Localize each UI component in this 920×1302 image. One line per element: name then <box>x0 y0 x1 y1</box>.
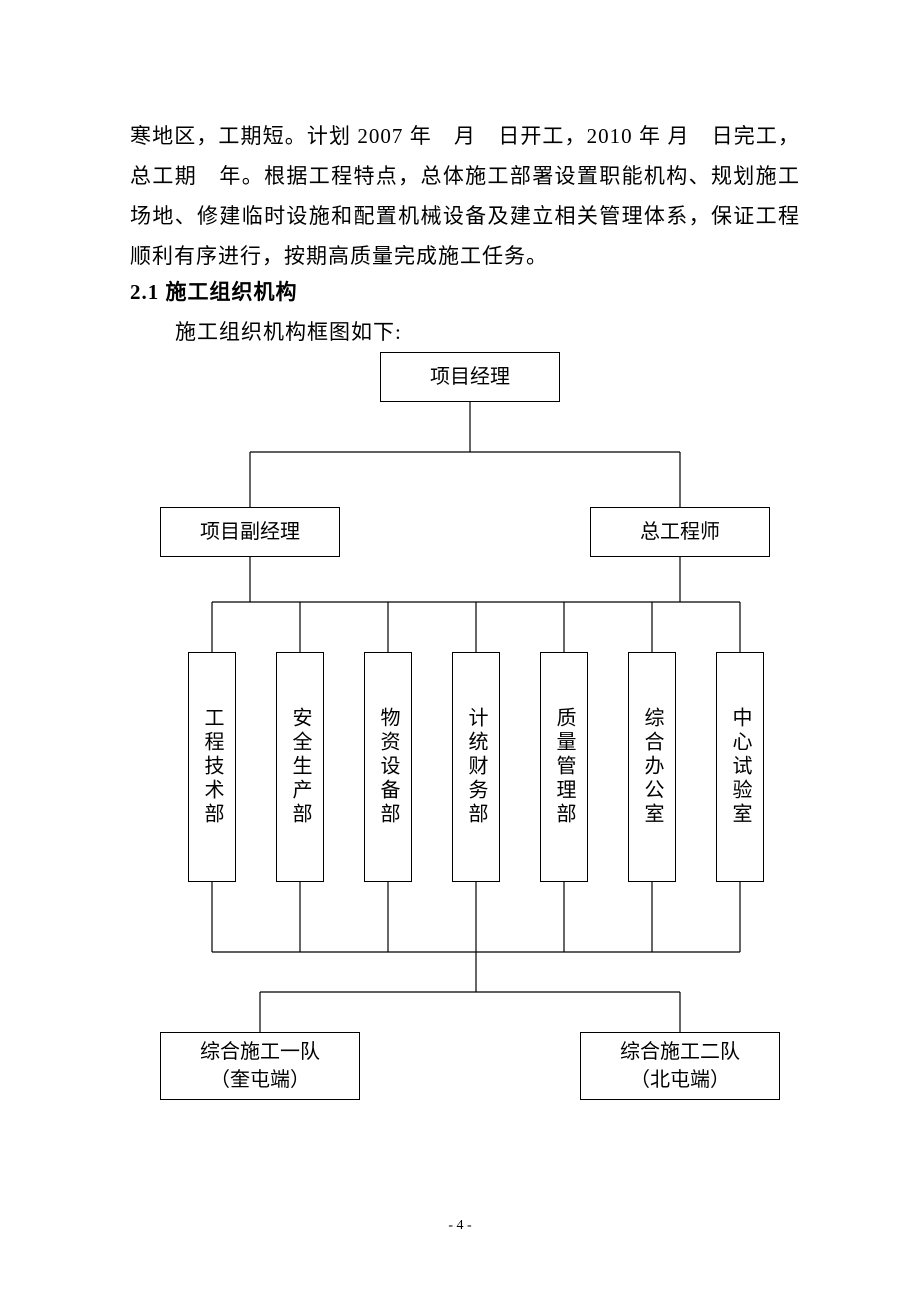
section-heading: 2.1 施工组织机构 <box>130 276 298 306</box>
org-node-label: 总工程师 <box>640 518 720 546</box>
org-node-label: 质量管理部 <box>550 707 578 827</box>
org-node-dept-engineering: 工程技术部 <box>188 652 236 882</box>
org-node-dept-admin: 综合办公室 <box>628 652 676 882</box>
org-node-root: 项目经理 <box>380 352 560 402</box>
org-chart: 项目经理 项目副经理 总工程师 工程技术部 安全生产部 物资设备部 计统财务部 … <box>130 352 800 1152</box>
org-node-label: 安全生产部 <box>286 707 314 827</box>
org-node-label: 项目副经理 <box>200 518 300 546</box>
org-node-label: 物资设备部 <box>374 707 402 827</box>
org-node-chief: 总工程师 <box>590 507 770 557</box>
page-number: - 4 - <box>0 1218 920 1234</box>
org-node-team2: 综合施工二队 （北屯端） <box>580 1032 780 1100</box>
org-node-label: 中心试验室 <box>726 707 754 827</box>
document-page: 寒地区，工期短。计划 2007 年 月 日开工，2010 年 月 日完工，总工期… <box>0 0 920 1302</box>
org-node-dept-materials: 物资设备部 <box>364 652 412 882</box>
org-node-label: 综合办公室 <box>638 707 666 827</box>
org-node-label: 工程技术部 <box>198 707 226 827</box>
body-paragraph: 寒地区，工期短。计划 2007 年 月 日开工，2010 年 月 日完工，总工期… <box>130 116 800 276</box>
org-node-dept-safety: 安全生产部 <box>276 652 324 882</box>
org-node-dept-quality: 质量管理部 <box>540 652 588 882</box>
org-node-label: 项目经理 <box>430 363 510 391</box>
chart-intro-line: 施工组织机构框图如下: <box>175 316 402 346</box>
org-node-deputy: 项目副经理 <box>160 507 340 557</box>
org-node-label: 综合施工一队 （奎屯端） <box>200 1038 320 1094</box>
org-node-label: 综合施工二队 （北屯端） <box>620 1038 740 1094</box>
org-node-label: 计统财务部 <box>462 707 490 827</box>
org-node-team1: 综合施工一队 （奎屯端） <box>160 1032 360 1100</box>
org-node-dept-lab: 中心试验室 <box>716 652 764 882</box>
org-node-dept-finance: 计统财务部 <box>452 652 500 882</box>
